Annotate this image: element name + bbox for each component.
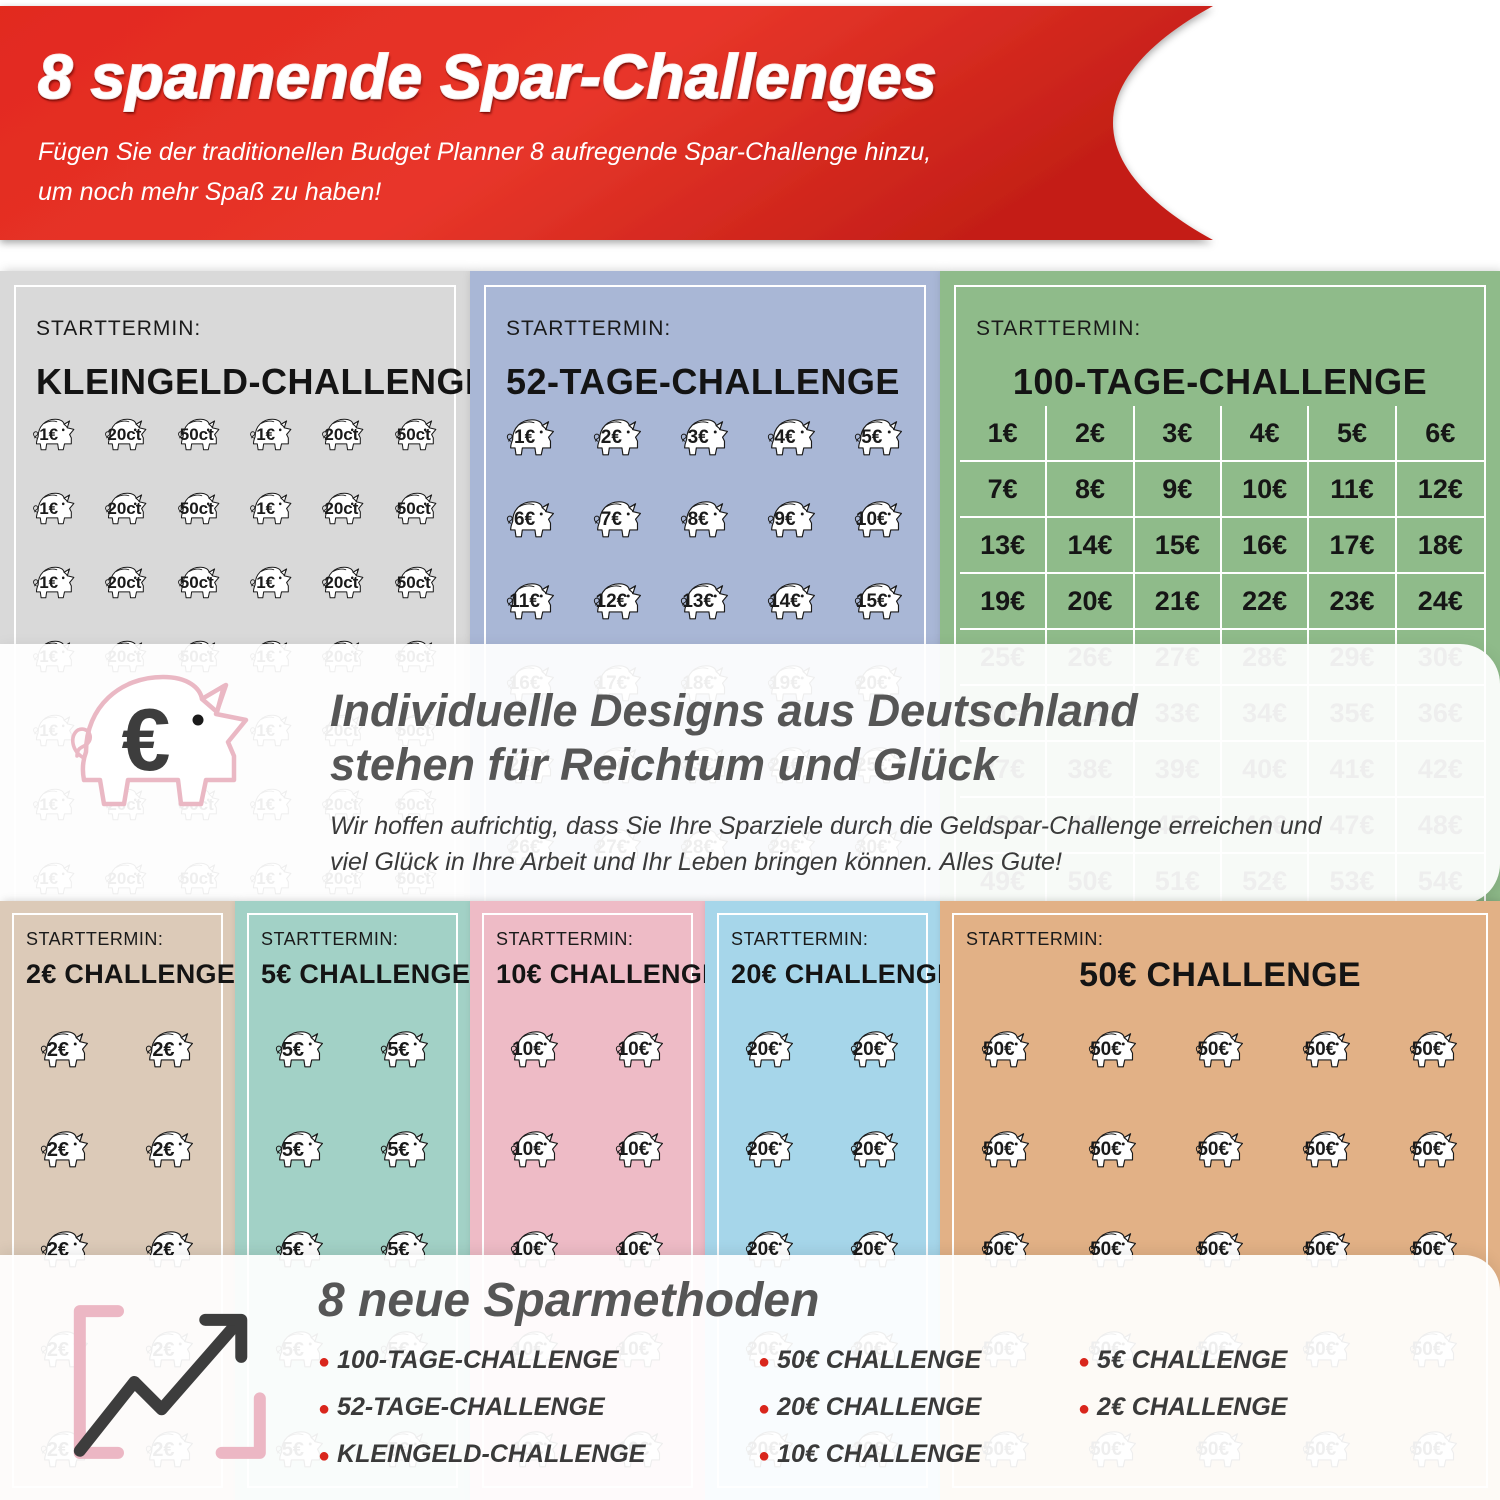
- svg-text:€: €: [122, 690, 171, 789]
